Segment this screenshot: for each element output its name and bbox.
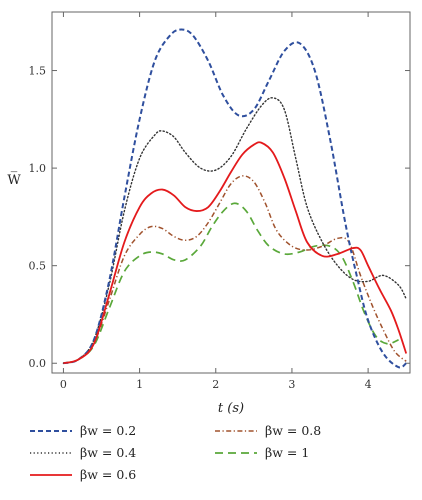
x-tick-label: 1	[136, 378, 143, 391]
legend-label-2: βw = 0.6	[80, 467, 136, 482]
x-tick-label: 4	[365, 378, 372, 391]
legend-label-1: βw = 0.4	[80, 445, 136, 460]
legend-label-4: βw = 1	[265, 445, 309, 460]
plot-frame	[51, 11, 411, 374]
series-line-0	[63, 28, 407, 369]
series-line-2	[63, 141, 408, 365]
series-line-4	[63, 202, 399, 365]
legend: βw = 0.2 βw = 0.4 βw = 0.6 βw = 0.8 βw = 1	[30, 423, 321, 482]
series-layer	[62, 28, 408, 369]
legend-label-3: βw = 0.8	[265, 423, 321, 438]
legend-label-0: βw = 0.2	[80, 423, 136, 438]
y-tick-label: 1.5	[29, 65, 47, 78]
x-tick-label: 3	[288, 378, 295, 391]
y-tick-label: 0.5	[29, 260, 47, 273]
series-line-3	[63, 175, 407, 364]
x-axis-label: t (s)	[218, 401, 244, 416]
x-tick-label: 2	[212, 378, 219, 391]
y-tick-label: 1.0	[29, 162, 47, 175]
axis-ticks: 0 1 2 3 4 0.0 0.5 1.0 1.5	[29, 12, 410, 391]
y-tick-label: 0.0	[29, 357, 47, 370]
x-tick-label: 0	[60, 378, 67, 391]
y-axis-label: W̅	[7, 172, 21, 188]
series-line-1	[62, 97, 407, 364]
